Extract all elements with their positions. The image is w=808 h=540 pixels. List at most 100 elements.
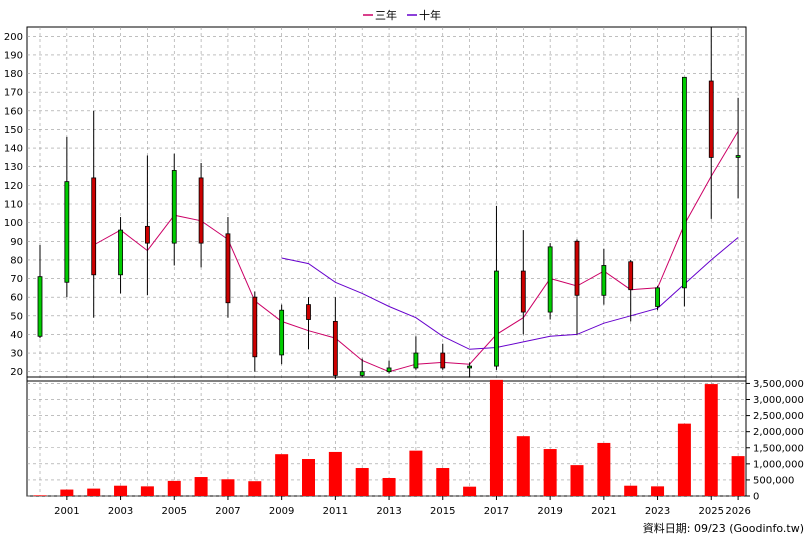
volume-bar [167, 480, 181, 496]
price-tick-label: 80 [10, 255, 23, 266]
volume-bar [651, 486, 665, 496]
legend-ma10-label: 十年 [419, 8, 441, 22]
candle [413, 336, 419, 370]
x-tick-label: 2001 [54, 506, 79, 517]
price-tick-label: 160 [4, 106, 23, 117]
legend-ma3-label: 三年 [375, 8, 397, 22]
candle-body-up [386, 367, 392, 373]
candle-body-down [306, 304, 311, 320]
volume-bar [624, 485, 638, 496]
volume-bar [704, 384, 718, 496]
candle [64, 136, 70, 298]
price-panel: 20 30 40 50 60 70 80 90 100 110 120 130 140 150 160 170… [4, 26, 747, 496]
candle [332, 297, 338, 380]
candle-body-up [37, 276, 43, 337]
candle [601, 248, 607, 305]
volume-bar [114, 485, 128, 496]
volume-bar [409, 450, 423, 496]
price-tick-label: 190 [4, 50, 23, 61]
candle [225, 217, 231, 318]
candle [37, 244, 43, 339]
candle [359, 358, 365, 378]
price-tick-label: 130 [4, 162, 23, 173]
volume-bar [248, 481, 262, 496]
volume-bar [140, 486, 154, 496]
candle [252, 291, 258, 372]
candle [735, 97, 741, 199]
candle-body-up [601, 265, 607, 296]
price-tick-label: 70 [10, 274, 23, 285]
volume-tick-label: 1,000,000 [753, 459, 804, 470]
price-tick-label: 120 [4, 181, 23, 192]
x-tick-label: 2026 [725, 506, 750, 517]
price-tick-label: 40 [10, 330, 23, 341]
candle-body-down [198, 177, 204, 244]
price-tick-label: 90 [10, 237, 23, 248]
legend: 三年 十年 [363, 8, 441, 22]
candle [467, 362, 473, 378]
x-tick-label: 2023 [645, 506, 670, 517]
candle-body-up [547, 246, 553, 313]
volume-bar [677, 423, 691, 496]
candle-body-down [332, 320, 338, 376]
volume-bar [194, 477, 208, 496]
volume-bar [221, 479, 235, 496]
candle [118, 217, 123, 294]
volume-bar [275, 454, 289, 496]
candle [708, 27, 714, 219]
price-tick-label: 100 [4, 218, 23, 229]
candle-body-up [467, 365, 473, 369]
price-tick-label: 30 [10, 349, 23, 360]
source-note: 資料日期: 09/23 (Goodinfo.tw) [643, 521, 804, 535]
volume-bar [543, 449, 557, 496]
x-tick-label: 2007 [215, 506, 240, 517]
x-tick-label: 2025 [699, 506, 724, 517]
candle-body-down [252, 296, 258, 358]
x-tick-label: 2003 [108, 506, 133, 517]
volume-bar [87, 488, 101, 496]
volume-tick-label: 3,500,000 [753, 379, 804, 390]
candle-body-down [225, 233, 231, 304]
x-tick-label: 2013 [376, 506, 401, 517]
ma10-line [281, 237, 739, 350]
candle-body-down [708, 80, 714, 158]
candle [547, 243, 553, 320]
price-tick-label: 150 [4, 125, 23, 136]
candle-body-down [144, 225, 150, 244]
candle-body-down [91, 177, 97, 276]
candle-body-up [118, 229, 123, 276]
candle-body-up [359, 371, 365, 376]
price-tick-label: 140 [4, 144, 23, 155]
volume-bar [597, 442, 611, 496]
x-tick-label: 2005 [162, 506, 187, 517]
x-tick-label: 2017 [484, 506, 509, 517]
x-tick-label: 2019 [537, 506, 562, 517]
price-tick-label: 50 [10, 311, 23, 322]
volume-bar [382, 477, 396, 496]
volume-tick-label: 500,000 [753, 475, 794, 486]
price-tick-label: 60 [10, 293, 23, 304]
candle-body-down [574, 240, 580, 296]
candle [279, 304, 285, 365]
price-tick-label: 170 [4, 88, 23, 99]
volume-bar [33, 495, 47, 496]
candle-body-up [682, 76, 687, 289]
volume-bar [489, 379, 503, 496]
volume-bar [60, 489, 74, 496]
candle [440, 343, 446, 370]
x-tick-label: 2009 [269, 506, 294, 517]
volume-tick-label: 2,000,000 [753, 427, 804, 438]
volume-tick-label: 0 [753, 492, 759, 503]
candle [144, 155, 150, 296]
candle-body-up [735, 155, 741, 158]
candle-body-up [171, 170, 177, 244]
candle-body-up [64, 181, 70, 283]
x-tick-label: 2015 [430, 506, 455, 517]
volume-tick-label: 2,500,000 [753, 411, 804, 422]
x-tick-label: 2011 [323, 506, 348, 517]
candle [198, 163, 204, 268]
volume-bar [436, 468, 450, 496]
candle [494, 205, 499, 370]
